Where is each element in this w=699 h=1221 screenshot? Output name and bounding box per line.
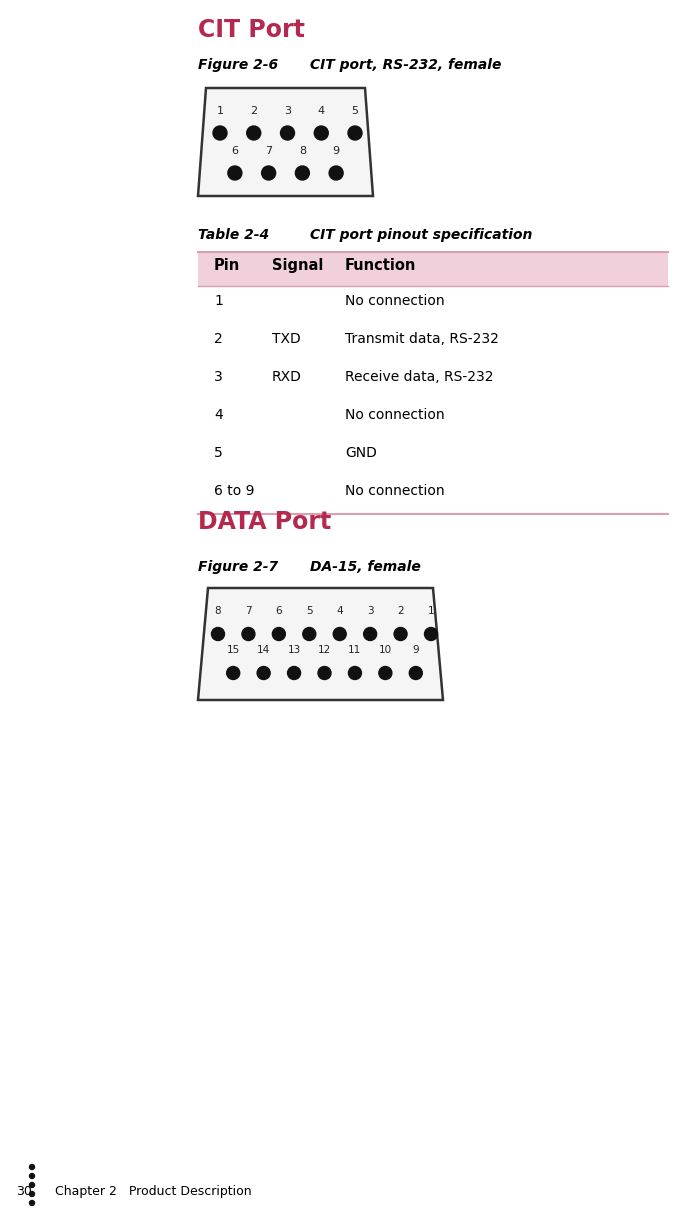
Circle shape <box>348 126 362 140</box>
Circle shape <box>410 667 422 680</box>
Text: 3: 3 <box>214 370 223 383</box>
Text: 5: 5 <box>306 606 312 617</box>
Circle shape <box>228 166 242 179</box>
Text: 7: 7 <box>245 606 252 617</box>
Text: Transmit data, RS-232: Transmit data, RS-232 <box>345 332 499 346</box>
Text: No connection: No connection <box>345 408 445 422</box>
Text: 2: 2 <box>397 606 404 617</box>
Text: 9: 9 <box>412 645 419 654</box>
Circle shape <box>257 667 270 680</box>
Circle shape <box>212 628 224 641</box>
Text: 5: 5 <box>214 446 223 460</box>
Circle shape <box>287 667 301 680</box>
Circle shape <box>348 667 361 680</box>
Text: DATA Port: DATA Port <box>198 510 331 534</box>
Text: CIT port, RS-232, female: CIT port, RS-232, female <box>310 59 501 72</box>
Text: 30: 30 <box>16 1186 32 1198</box>
Circle shape <box>273 628 285 641</box>
Text: 4: 4 <box>317 106 325 116</box>
Text: 3: 3 <box>284 106 291 116</box>
FancyBboxPatch shape <box>198 252 668 286</box>
Text: 8: 8 <box>298 147 306 156</box>
Circle shape <box>280 126 294 140</box>
Text: 2: 2 <box>214 332 223 346</box>
Circle shape <box>247 126 261 140</box>
Text: RXD: RXD <box>272 370 302 383</box>
Circle shape <box>29 1173 34 1178</box>
Circle shape <box>394 628 407 641</box>
Circle shape <box>261 166 275 179</box>
Circle shape <box>318 667 331 680</box>
Text: No connection: No connection <box>345 484 445 498</box>
Circle shape <box>29 1200 34 1205</box>
Text: 13: 13 <box>287 645 301 654</box>
Text: 1: 1 <box>214 294 223 308</box>
Text: TXD: TXD <box>272 332 301 346</box>
Circle shape <box>315 126 329 140</box>
Text: 5: 5 <box>352 106 359 116</box>
Text: 4: 4 <box>214 408 223 422</box>
Text: 2: 2 <box>250 106 257 116</box>
Circle shape <box>363 628 377 641</box>
Text: GND: GND <box>345 446 377 460</box>
Text: Table 2-4: Table 2-4 <box>198 228 269 242</box>
Circle shape <box>379 667 392 680</box>
Circle shape <box>303 628 316 641</box>
Text: 3: 3 <box>367 606 373 617</box>
Circle shape <box>29 1165 34 1170</box>
Text: No connection: No connection <box>345 294 445 308</box>
Text: 14: 14 <box>257 645 271 654</box>
Text: Function: Function <box>345 258 417 274</box>
Text: 6 to 9: 6 to 9 <box>214 484 254 498</box>
Circle shape <box>329 166 343 179</box>
Text: 11: 11 <box>348 645 361 654</box>
Circle shape <box>333 628 346 641</box>
Circle shape <box>424 628 438 641</box>
Circle shape <box>29 1192 34 1197</box>
Text: 8: 8 <box>215 606 222 617</box>
Text: 7: 7 <box>265 147 272 156</box>
Text: Figure 2-7: Figure 2-7 <box>198 560 278 574</box>
Circle shape <box>296 166 310 179</box>
Circle shape <box>213 126 227 140</box>
Text: DA-15, female: DA-15, female <box>310 560 421 574</box>
Text: 4: 4 <box>336 606 343 617</box>
Text: CIT Port: CIT Port <box>198 18 305 42</box>
Polygon shape <box>198 88 373 197</box>
Text: 6: 6 <box>275 606 282 617</box>
Text: 6: 6 <box>231 147 238 156</box>
Text: 1: 1 <box>217 106 224 116</box>
Text: 1: 1 <box>428 606 434 617</box>
Text: Figure 2-6: Figure 2-6 <box>198 59 278 72</box>
Text: CIT port pinout specification: CIT port pinout specification <box>310 228 533 242</box>
Polygon shape <box>198 589 443 700</box>
Text: 9: 9 <box>333 147 340 156</box>
Text: Signal: Signal <box>272 258 324 274</box>
Text: 15: 15 <box>226 645 240 654</box>
Text: 10: 10 <box>379 645 392 654</box>
Circle shape <box>29 1182 34 1188</box>
Text: Chapter 2   Product Description: Chapter 2 Product Description <box>55 1186 252 1198</box>
Text: Pin: Pin <box>214 258 240 274</box>
Text: Receive data, RS-232: Receive data, RS-232 <box>345 370 493 383</box>
Circle shape <box>226 667 240 680</box>
Text: 12: 12 <box>318 645 331 654</box>
Circle shape <box>242 628 255 641</box>
